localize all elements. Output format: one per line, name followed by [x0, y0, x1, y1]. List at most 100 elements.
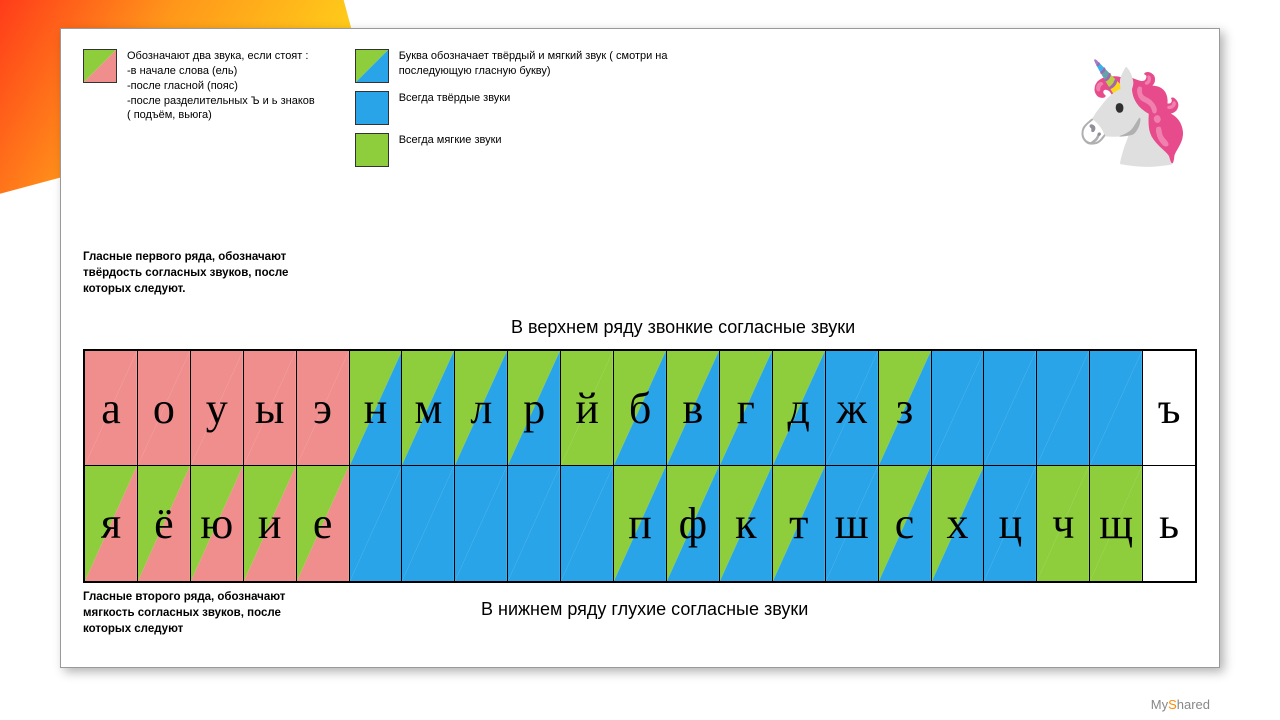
letter: д [788, 383, 810, 434]
letter: г [737, 383, 755, 434]
letter-cell: ы [244, 351, 297, 465]
letter-cell [508, 466, 561, 581]
header-bottom-voiceless: В нижнем ряду глухие согласные звуки [481, 599, 808, 620]
letter-cell: е [297, 466, 350, 581]
letter-cell: з [879, 351, 932, 465]
legend-swatch-0 [355, 49, 389, 83]
legend-text-1: Всегда твёрдые звуки [399, 91, 511, 106]
legend-swatch-2 [355, 133, 389, 167]
watermark: MyShared [1151, 697, 1210, 712]
letter-cell: г [720, 351, 773, 465]
letter: ц [999, 498, 1023, 549]
letter-cell: ф [667, 466, 720, 581]
letter-cell: щ [1090, 466, 1143, 581]
letter-cell: х [932, 466, 985, 581]
legend-left-column: Обозначают два звука, если стоят :-в нач… [83, 49, 315, 167]
legend-text-2: Всегда мягкие звуки [399, 133, 502, 148]
letter: щ [1099, 498, 1133, 549]
letter-cell: н [350, 351, 403, 465]
letter: с [895, 498, 915, 549]
letter-grid: аоуыэнмлрйбвгджз ъ яёюие пфктшсхцчщь [83, 349, 1197, 583]
letter: у [206, 383, 228, 434]
letter-cell [1037, 351, 1090, 465]
letter: в [683, 383, 704, 434]
letter: и [258, 498, 282, 549]
letter: о [153, 383, 175, 434]
letter-cell: а [85, 351, 138, 465]
letter-cell [1090, 351, 1143, 465]
letter: е [313, 498, 333, 549]
letter: ф [679, 498, 708, 549]
letter: ю [200, 498, 233, 549]
header-top-voiced: В верхнем ряду звонкие согласные звуки [511, 317, 855, 338]
letter-cell: д [773, 351, 826, 465]
letter: ё [154, 498, 174, 549]
letter-cell: о [138, 351, 191, 465]
letter-cell: р [508, 351, 561, 465]
letter-cell: п [614, 466, 667, 581]
letter-cell: с [879, 466, 932, 581]
legend-swatch-1 [355, 91, 389, 125]
pony-illustration: 🦄 [1070, 55, 1195, 172]
letter-cell: т [773, 466, 826, 581]
legend-swatch-green-pink [83, 49, 117, 83]
content-frame: Обозначают два звука, если стоят :-в нач… [60, 28, 1220, 668]
letter: а [101, 383, 121, 434]
letter-cell: у [191, 351, 244, 465]
letter-row-0: аоуыэнмлрйбвгджз ъ [85, 351, 1195, 466]
letter: к [735, 498, 756, 549]
letter-cell: ъ [1143, 351, 1195, 465]
letter: ь [1159, 498, 1179, 549]
letter-cell: л [455, 351, 508, 465]
letter: н [364, 383, 388, 434]
letter: ж [836, 383, 866, 434]
letter-cell: ь [1143, 466, 1195, 581]
letter-cell [984, 351, 1037, 465]
watermark-suffix: hared [1177, 697, 1210, 712]
letter-cell: к [720, 466, 773, 581]
letter: л [470, 383, 492, 434]
letter-cell: ч [1037, 466, 1090, 581]
letter: ш [835, 498, 869, 549]
letter-cell: б [614, 351, 667, 465]
letter-cell: в [667, 351, 720, 465]
legend-text-0: Буква обозначает твёрдый и мягкий звук (… [399, 49, 739, 79]
letter: я [101, 498, 121, 549]
legend-item-2: Всегда мягкие звуки [355, 133, 739, 167]
letter-cell: м [402, 351, 455, 465]
letter-cell: я [85, 466, 138, 581]
letter-cell [402, 466, 455, 581]
letter-cell: ц [984, 466, 1037, 581]
letter-cell [561, 466, 614, 581]
letter: з [896, 383, 913, 434]
watermark-prefix: My [1151, 697, 1168, 712]
letter: т [789, 498, 808, 549]
letter: ы [255, 383, 285, 434]
letter-cell: ё [138, 466, 191, 581]
legend-right-column: Буква обозначает твёрдый и мягкий звук (… [355, 49, 739, 167]
letter-cell: й [561, 351, 614, 465]
letter-cell: ш [826, 466, 879, 581]
legend-area: Обозначают два звука, если стоят :-в нач… [83, 49, 1197, 167]
letter: р [523, 383, 545, 434]
letter-cell: э [297, 351, 350, 465]
letter-cell [932, 351, 985, 465]
letter-cell: ж [826, 351, 879, 465]
letter: ъ [1158, 383, 1181, 434]
note-bottom-row-vowels: Гласные второго ряда, обозначают мягкост… [83, 589, 293, 637]
legend-text-two-sounds: Обозначают два звука, если стоят :-в нач… [127, 49, 315, 123]
letter: х [946, 498, 968, 549]
legend-item-1: Всегда твёрдые звуки [355, 91, 739, 125]
letter-cell [350, 466, 403, 581]
letter: б [629, 383, 651, 434]
legend-item-two-sounds: Обозначают два звука, если стоят :-в нач… [83, 49, 315, 123]
letter: э [313, 383, 332, 434]
letter-cell: и [244, 466, 297, 581]
letter-cell: ю [191, 466, 244, 581]
note-top-row-vowels: Гласные первого ряда, обозначают твёрдос… [83, 249, 293, 297]
watermark-highlight: S [1168, 697, 1177, 712]
letter-row-1: яёюие пфктшсхцчщь [85, 466, 1195, 581]
legend-item-0: Буква обозначает твёрдый и мягкий звук (… [355, 49, 739, 83]
letter: й [575, 383, 599, 434]
letter: п [628, 498, 652, 549]
